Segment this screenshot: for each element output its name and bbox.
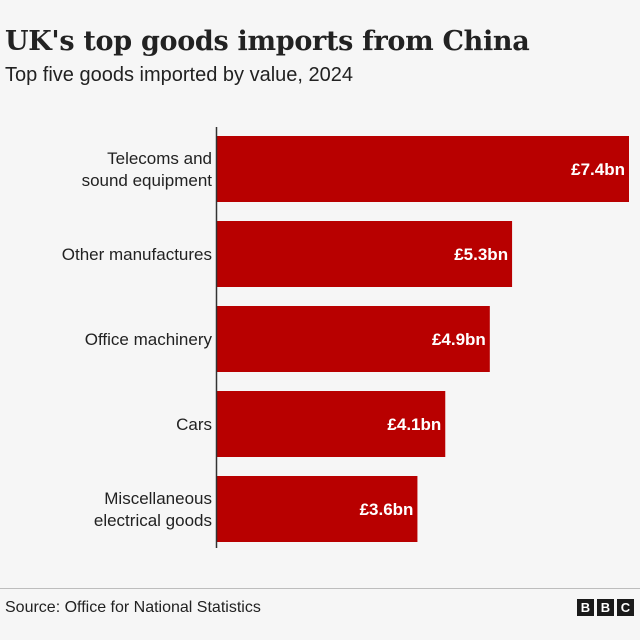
bar <box>217 391 446 457</box>
bar-value-label: £4.1bn <box>387 415 441 434</box>
bbc-logo-block: C <box>617 599 634 616</box>
category-label: Miscellaneous electrical goods <box>94 489 212 530</box>
bar-value-label: £7.4bn <box>571 160 625 179</box>
bar <box>217 476 418 542</box>
bar <box>217 306 490 372</box>
source-note: Source: Office for National Statistics <box>5 599 261 616</box>
bar-value-label: £3.6bn <box>360 500 414 519</box>
bar <box>217 136 629 202</box>
bars-layer: £7.4bn Telecoms and sound equipment £5.3bn O… <box>62 136 629 542</box>
bbc-logo-block: B <box>597 599 614 616</box>
category-label: Cars <box>176 415 212 434</box>
chart-subtitle: Top five goods imported by value, 2024 <box>5 64 353 86</box>
bbc-logo-block: B <box>577 599 594 616</box>
chart-title: UK's top goods imports from China <box>5 26 530 57</box>
bbc-logo: B B C <box>577 599 634 616</box>
bar <box>217 221 513 287</box>
footer-divider <box>0 588 640 589</box>
bar-value-label: £5.3bn <box>454 245 508 264</box>
category-label: Office machinery <box>85 330 213 349</box>
category-label: Other manufactures <box>62 245 212 264</box>
category-label: Telecoms and sound equipment <box>82 149 213 190</box>
bar-value-label: £4.9bn <box>432 330 486 349</box>
